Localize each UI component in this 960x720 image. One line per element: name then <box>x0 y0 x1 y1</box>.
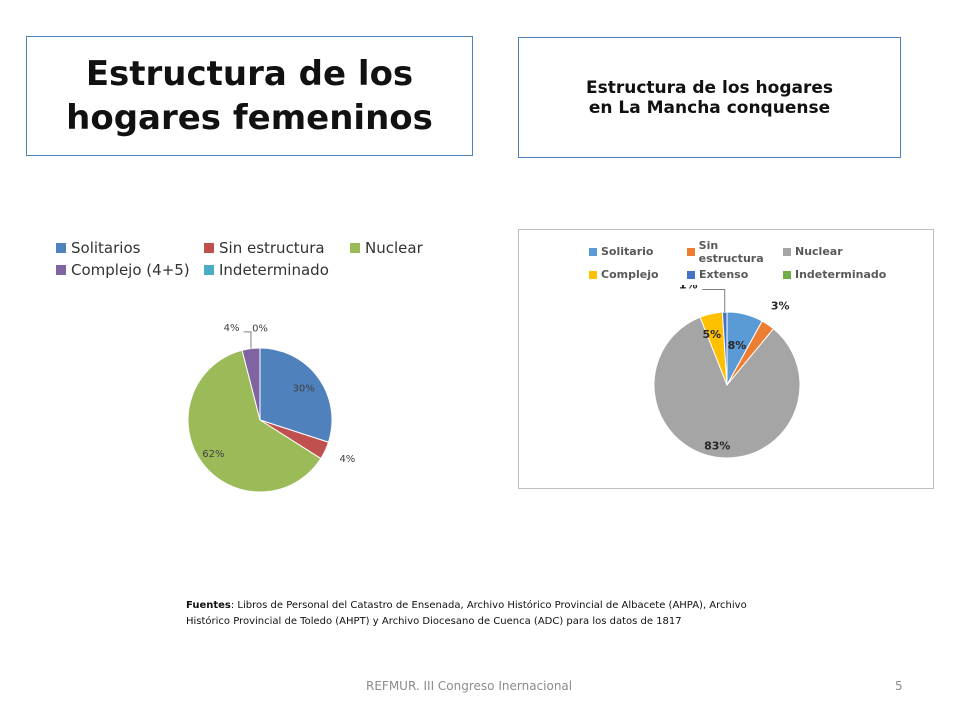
legend-swatch <box>783 270 791 279</box>
legend-label: Complejo <box>601 268 659 281</box>
legend-swatch <box>687 247 695 256</box>
legend-item-complejo: Complejo <box>589 268 687 281</box>
legend-label: Sin estructura <box>219 239 325 257</box>
legend-swatch <box>56 243 66 253</box>
legend-label: Nuclear <box>795 245 843 258</box>
page-number: 5 <box>895 679 903 693</box>
legend-item-sin-estructura: Sin estructura <box>687 239 783 265</box>
pie-slice-nuclear <box>653 316 801 459</box>
left-title: Estructura de los hogares femeninos <box>26 36 473 156</box>
legend-swatch <box>56 265 66 275</box>
legend-swatch <box>783 247 791 256</box>
legend-label: Solitarios <box>71 239 141 257</box>
legend-swatch <box>350 243 360 253</box>
legend-item-extenso: Extenso <box>687 268 783 281</box>
data-label-solitarios: 30% <box>293 383 315 394</box>
left-chart-legend: Solitarios Sin estructura Nuclear Comple… <box>56 237 476 281</box>
left-pie-chart: 30% 4% 62% 4% 0% <box>187 323 355 493</box>
legend-label: Indeterminado <box>219 261 329 279</box>
right-chart-panel: Solitario Sin estructura Nuclear Complej… <box>518 229 934 489</box>
right-chart-legend: Solitario Sin estructura Nuclear Complej… <box>589 239 919 286</box>
data-label-nuclear: 62% <box>202 449 224 460</box>
right-pie-chart: 8%3%83%5%1%0% <box>653 285 801 459</box>
legend-swatch <box>589 270 597 279</box>
pie-slice-nuclear <box>187 349 322 493</box>
legend-item-sin-estructura: Sin estructura <box>204 239 350 257</box>
sources-label: Fuentes <box>186 600 231 611</box>
leader-line-complejo-4-5 <box>243 331 252 349</box>
legend-label: Sin estructura <box>698 238 764 265</box>
data-label-nuclear: 83% <box>704 439 730 452</box>
legend-item-solitarios: Solitarios <box>56 239 204 257</box>
data-label-sin-estructura: 3% <box>771 300 790 313</box>
pie-slice-solitarios <box>259 347 333 443</box>
legend-item-solitario: Solitario <box>589 245 687 258</box>
legend-swatch <box>687 270 695 279</box>
legend-label: Solitario <box>601 245 654 258</box>
data-label-complejo: 5% <box>703 328 722 341</box>
left-title-line2: hogares femeninos <box>66 98 433 138</box>
data-label-sin-estructura: 4% <box>339 454 355 465</box>
data-label-indeterminado: 0% <box>252 323 268 334</box>
legend-item-complejo: Complejo (4+5) <box>56 261 204 279</box>
sources-note: Fuentes: Libros de Personal del Catastro… <box>186 598 766 630</box>
legend-item-nuclear: Nuclear <box>783 245 843 258</box>
data-label-complejo-4-5: 4% <box>224 323 240 334</box>
leader-line-extenso <box>702 288 726 313</box>
left-title-line1: Estructura de los <box>85 54 414 94</box>
legend-label: Indeterminado <box>795 268 887 281</box>
legend-label: Nuclear <box>365 239 423 257</box>
right-title-line1: Estructura de los hogares <box>585 77 834 98</box>
legend-swatch <box>204 243 214 253</box>
legend-swatch <box>204 265 214 275</box>
legend-item-indeterminado: Indeterminado <box>783 268 886 281</box>
right-title-line2: en La Mancha conquense <box>588 97 831 118</box>
data-label-extenso: 1% <box>679 285 698 291</box>
right-title: Estructura de los hogares en La Mancha c… <box>518 37 901 158</box>
legend-label: Complejo (4+5) <box>71 261 190 279</box>
legend-item-nuclear: Nuclear <box>350 239 423 257</box>
legend-item-indeterminado: Indeterminado <box>204 261 329 279</box>
legend-label: Extenso <box>699 268 749 281</box>
data-label-solitario: 8% <box>728 339 747 352</box>
sources-text: : Libros de Personal del Catastro de Ens… <box>186 600 747 627</box>
legend-swatch <box>589 247 597 256</box>
footer-text: REFMUR. III Congreso Inernacional <box>366 679 573 693</box>
